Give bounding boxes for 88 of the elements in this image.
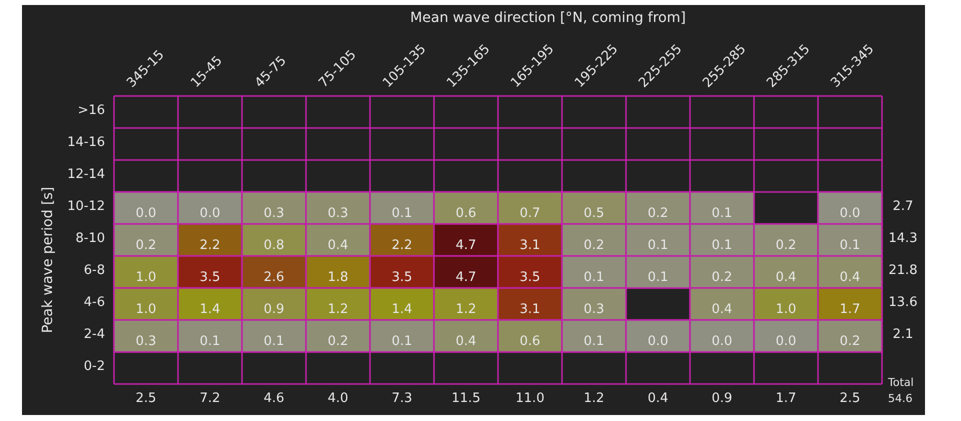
data-label: 0.0 bbox=[136, 206, 156, 221]
data-label: 0.1 bbox=[264, 334, 284, 349]
data-label: 0.4 bbox=[456, 334, 476, 349]
y-tick-label: 12-14 bbox=[67, 167, 105, 182]
data-label: 0.1 bbox=[712, 206, 732, 221]
data-label: 0.0 bbox=[776, 334, 796, 349]
data-label: 0.8 bbox=[264, 238, 284, 253]
data-label: 0.0 bbox=[712, 334, 732, 349]
text: Total bbox=[887, 376, 914, 389]
data-label: 0.2 bbox=[648, 206, 668, 221]
data-label: 0.2 bbox=[776, 238, 796, 253]
y-axis-title: Peak wave period [s] bbox=[40, 186, 56, 334]
data-label: 1.7 bbox=[840, 302, 860, 317]
data-label: 0.1 bbox=[392, 206, 412, 221]
data-label: 0.4 bbox=[840, 270, 860, 285]
data-label: 1.0 bbox=[776, 302, 796, 317]
text: 2.5 bbox=[840, 391, 860, 406]
text: 0.4 bbox=[648, 391, 668, 406]
data-label: 0.1 bbox=[200, 334, 220, 349]
data-label: 0.3 bbox=[264, 206, 284, 221]
data-label: 4.7 bbox=[456, 238, 476, 253]
text: 1.7 bbox=[776, 391, 796, 406]
data-label: 0.2 bbox=[712, 270, 732, 285]
y-tick-label: >16 bbox=[78, 103, 105, 118]
data-label: 3.5 bbox=[392, 270, 412, 285]
data-label: 2.2 bbox=[392, 238, 412, 253]
text: 7.3 bbox=[392, 391, 412, 406]
y2-tick-label: 14.3 bbox=[888, 231, 918, 246]
data-label: 1.8 bbox=[328, 270, 348, 285]
data-label: 0.4 bbox=[776, 270, 796, 285]
data-label: 2.6 bbox=[264, 270, 284, 285]
data-label: 2.2 bbox=[200, 238, 220, 253]
y-tick-label: 0-2 bbox=[84, 359, 105, 374]
data-label: 3.5 bbox=[520, 270, 540, 285]
y2-tick-label: 2.1 bbox=[892, 327, 914, 342]
y-tick-label: 4-6 bbox=[84, 295, 105, 310]
text: 2.5 bbox=[136, 391, 156, 406]
data-label: 0.1 bbox=[712, 238, 732, 253]
data-label: 0.6 bbox=[456, 206, 476, 221]
text: 54.6 bbox=[888, 392, 912, 405]
text: 11.0 bbox=[516, 391, 544, 406]
data-label: 3.1 bbox=[520, 302, 540, 317]
data-label: 0.4 bbox=[712, 302, 732, 317]
data-label: 0.1 bbox=[648, 238, 668, 253]
data-label: 0.3 bbox=[584, 302, 604, 317]
data-label: 0.7 bbox=[520, 206, 540, 221]
data-label: 1.0 bbox=[136, 270, 156, 285]
text: 0.9 bbox=[712, 391, 732, 406]
data-label: 3.1 bbox=[520, 238, 540, 253]
data-label: 0.2 bbox=[840, 334, 860, 349]
data-label: 0.3 bbox=[328, 206, 348, 221]
data-label: 0.5 bbox=[584, 206, 604, 221]
data-label: 0.4 bbox=[328, 238, 348, 253]
text: 1.2 bbox=[584, 391, 604, 406]
y-tick-label: 6-8 bbox=[84, 263, 105, 278]
data-label: 0.0 bbox=[648, 334, 668, 349]
data-label: 1.2 bbox=[328, 302, 348, 317]
data-label: 0.3 bbox=[136, 334, 156, 349]
data-label: 3.5 bbox=[200, 270, 220, 285]
data-label: 0.1 bbox=[584, 334, 604, 349]
y2-tick-label: 13.6 bbox=[888, 295, 918, 310]
text: 7.2 bbox=[200, 391, 220, 406]
y-tick-label: 8-10 bbox=[75, 231, 105, 246]
data-label: 0.0 bbox=[840, 206, 860, 221]
text: 4.0 bbox=[328, 391, 348, 406]
data-label: 0.0 bbox=[200, 206, 220, 221]
y2-tick-label: 21.8 bbox=[888, 263, 918, 278]
data-label: 1.2 bbox=[456, 302, 476, 317]
data-label: 4.7 bbox=[456, 270, 476, 285]
data-label: 0.1 bbox=[840, 238, 860, 253]
data-label: 0.1 bbox=[392, 334, 412, 349]
data-label: 0.6 bbox=[520, 334, 540, 349]
data-label: 0.1 bbox=[584, 270, 604, 285]
data-label: 0.1 bbox=[648, 270, 668, 285]
text: 11.5 bbox=[452, 391, 480, 406]
data-label: 0.9 bbox=[264, 302, 284, 317]
x-axis-title: Mean wave direction [°N, coming from] bbox=[410, 10, 686, 26]
data-label: 0.2 bbox=[584, 238, 604, 253]
data-label: 1.4 bbox=[392, 302, 412, 317]
data-label: 0.2 bbox=[328, 334, 348, 349]
y-tick-label: 14-16 bbox=[67, 135, 105, 150]
y-tick-label: 2-4 bbox=[84, 327, 105, 342]
y-tick-label: 10-12 bbox=[67, 199, 105, 214]
data-label: 1.4 bbox=[200, 302, 220, 317]
y2-tick-label: 2.7 bbox=[892, 199, 914, 214]
data-label: 1.0 bbox=[136, 302, 156, 317]
data-label: 0.2 bbox=[136, 238, 156, 253]
text: 4.6 bbox=[264, 391, 284, 406]
